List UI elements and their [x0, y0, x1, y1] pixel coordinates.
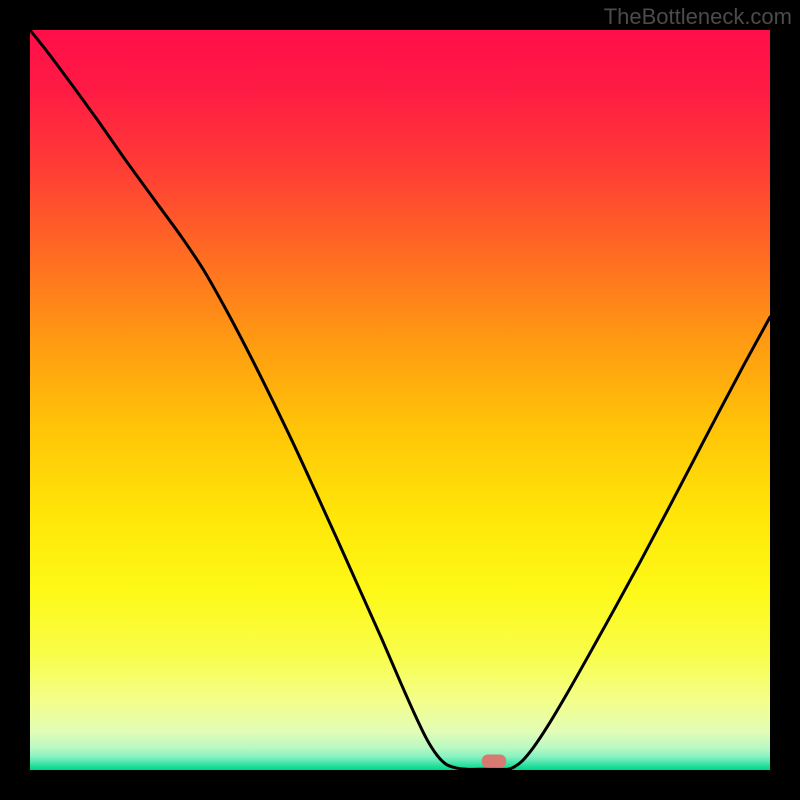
optimal-marker [482, 754, 506, 767]
bottleneck-chart: TheBottleneck.com [0, 0, 800, 800]
chart-svg [0, 0, 800, 800]
chart-background [30, 30, 770, 770]
